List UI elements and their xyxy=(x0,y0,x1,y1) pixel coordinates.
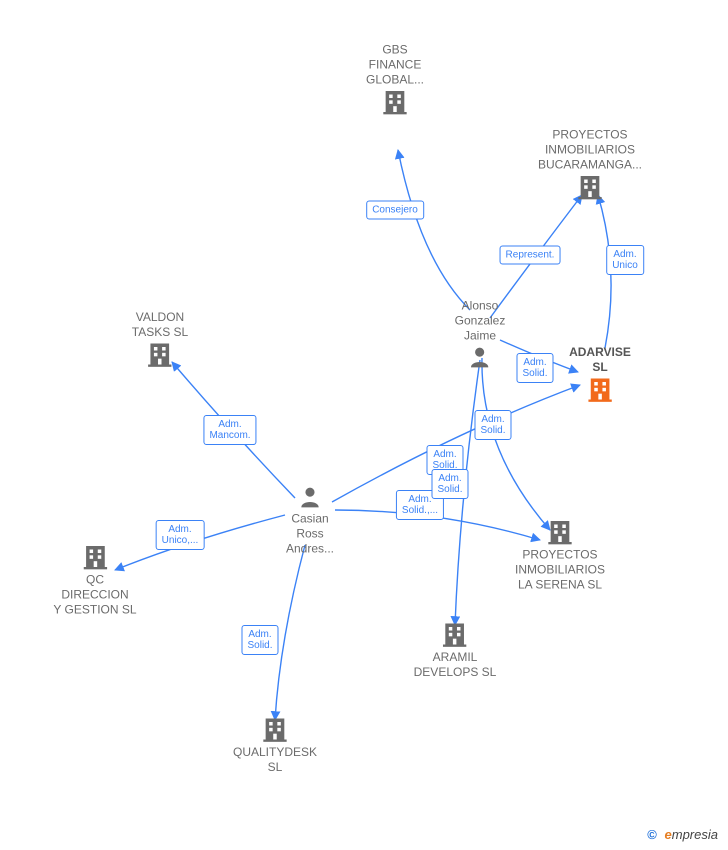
edge-label-e-casian-quality[interactable]: Adm. Solid. xyxy=(241,625,278,655)
node-aramil[interactable]: ARAMIL DEVELOPS SL xyxy=(414,620,497,680)
building-icon xyxy=(576,173,604,201)
edge-label-e-casian-adarvise[interactable]: Adm. Solid. xyxy=(474,410,511,440)
node-label: GBS FINANCE GLOBAL... xyxy=(366,43,424,88)
node-gbs[interactable]: GBS FINANCE GLOBAL... xyxy=(366,43,424,118)
node-bucara[interactable]: PROYECTOS INMOBILIARIOS BUCARAMANGA... xyxy=(538,128,642,203)
node-adarvise[interactable]: ADARVISE SL xyxy=(569,345,631,405)
building-icon xyxy=(146,340,174,368)
node-label: Casian Ross Andres... xyxy=(286,512,334,557)
node-label: ADARVISE SL xyxy=(569,345,631,375)
person-icon xyxy=(297,484,323,510)
building-icon xyxy=(546,518,574,546)
building-icon xyxy=(81,543,109,571)
node-label: Alonso Gonzalez Jaime xyxy=(455,299,506,344)
person-icon xyxy=(467,344,493,370)
node-label: PROYECTOS INMOBILIARIOS BUCARAMANGA... xyxy=(538,128,642,173)
edge-label-e-casian-valdon[interactable]: Adm. Mancom. xyxy=(203,415,256,445)
node-qc[interactable]: QC DIRECCION Y GESTION SL xyxy=(53,543,136,618)
copyright-symbol: © xyxy=(647,827,657,842)
building-icon xyxy=(441,620,469,648)
node-serena[interactable]: PROYECTOS INMOBILIARIOS LA SERENA SL xyxy=(515,518,605,593)
edge-label-e-alonso-aramil[interactable]: Adm. Solid. xyxy=(431,469,468,499)
node-label: QC DIRECCION Y GESTION SL xyxy=(53,573,136,618)
edge-label-e-alonso-adarvise[interactable]: Adm. Solid. xyxy=(516,353,553,383)
node-label: QUALITYDESK SL xyxy=(233,745,317,775)
building-icon xyxy=(381,88,409,116)
building-icon xyxy=(586,375,614,403)
node-label: ARAMIL DEVELOPS SL xyxy=(414,650,497,680)
node-valdon[interactable]: VALDON TASKS SL xyxy=(132,310,188,370)
building-icon xyxy=(261,715,289,743)
diagram-canvas: GBS FINANCE GLOBAL... PROYECTOS INMOBILI… xyxy=(0,0,728,850)
watermark: © empresia xyxy=(647,827,718,842)
edge-label-e-adarvise-bucara[interactable]: Adm. Unico xyxy=(606,245,644,275)
edge-label-e-alonso-gbs[interactable]: Consejero xyxy=(366,201,424,220)
edge-e-alonso-serena xyxy=(482,358,550,530)
brand-rest: mpresia xyxy=(672,827,718,842)
edge-e-alonso-gbs xyxy=(398,150,470,310)
brand-first-letter: e xyxy=(665,827,672,842)
node-casian[interactable]: Casian Ross Andres... xyxy=(286,484,334,557)
edge-label-e-casian-qc[interactable]: Adm. Unico,... xyxy=(156,520,205,550)
edge-label-e-alonso-bucara[interactable]: Represent. xyxy=(500,246,561,265)
node-label: VALDON TASKS SL xyxy=(132,310,188,340)
node-quality[interactable]: QUALITYDESK SL xyxy=(233,715,317,775)
node-label: PROYECTOS INMOBILIARIOS LA SERENA SL xyxy=(515,548,605,593)
edge-e-casian-quality xyxy=(275,545,305,720)
node-alonso[interactable]: Alonso Gonzalez Jaime xyxy=(455,299,506,372)
